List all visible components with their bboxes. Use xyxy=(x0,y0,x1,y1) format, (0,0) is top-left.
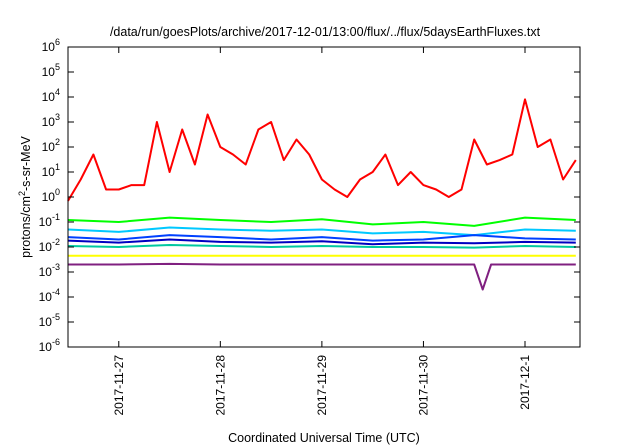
series-line-2 xyxy=(67,216,576,227)
y-tick-label: 104 xyxy=(42,87,60,104)
series-line-8 xyxy=(68,262,576,291)
y-tick-label: 100 xyxy=(42,187,60,204)
y-tick-label: 101 xyxy=(42,162,60,179)
y-tick-label: 102 xyxy=(42,137,60,154)
series-line-5 xyxy=(67,238,576,246)
y-tick-label: 10-1 xyxy=(39,212,60,229)
y-tick-label: 10-6 xyxy=(39,337,60,354)
y-tick-label: 106 xyxy=(42,37,60,54)
x-tick-label: 2017-11-27 xyxy=(112,355,126,416)
x-tick-label: 2017-11-29 xyxy=(315,355,329,416)
x-tick-label: 2017-11-30 xyxy=(416,355,430,416)
y-axis-label-suffix: -s-sr-MeV xyxy=(19,135,33,191)
series-line-4 xyxy=(67,234,576,242)
x-tick-label: 2017-11-28 xyxy=(213,355,227,416)
y-tick-label: 10-2 xyxy=(39,237,60,254)
x-axis: 2017-11-27 2017-11-28 2017-11-29 2017-11-30… xyxy=(112,47,532,416)
chart-title: /data/run/goesPlots/archive/2017-12-01/1… xyxy=(110,25,541,39)
series-line-6 xyxy=(67,244,576,249)
x-tick-label: 2017-12-1 xyxy=(518,355,532,410)
y-tick-label: 10-5 xyxy=(39,312,60,329)
y-axis-label-sup: 2 xyxy=(17,191,27,196)
series-line-3 xyxy=(67,226,576,237)
y-tick-label: 10-4 xyxy=(39,287,60,304)
x-axis-label: Coordinated Universal Time (UTC) xyxy=(228,431,420,445)
y-axis-label-prefix: protons/cm xyxy=(19,196,33,258)
y-tick-label: 103 xyxy=(42,112,60,129)
plot-frame xyxy=(67,46,581,348)
y-tick-label: 10-3 xyxy=(39,262,60,279)
y-tick-label: 105 xyxy=(42,62,60,79)
series-line-1 xyxy=(67,98,577,202)
y-axis-label: protons/cm2-s-sr-MeV xyxy=(17,135,33,257)
series-group xyxy=(67,98,577,291)
y-axis: 10-6 10-5 10-4 10-3 10-2 10-1 100 101 102 103 104 1… xyxy=(39,37,580,354)
